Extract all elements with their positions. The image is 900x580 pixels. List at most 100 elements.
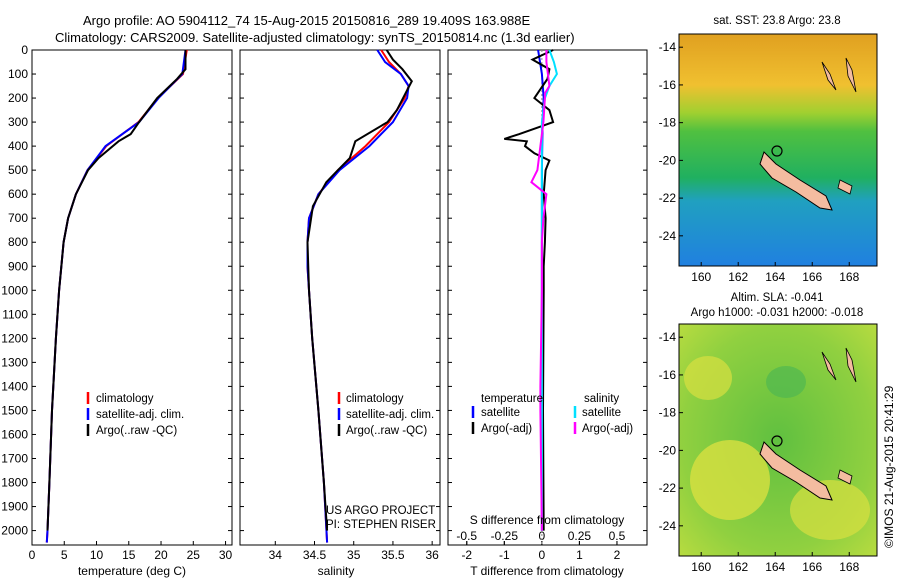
- map-lon-tick-label: 164: [765, 560, 785, 574]
- map-lat-tick-label: -24: [659, 519, 677, 533]
- x-tick-label: 34: [269, 548, 283, 562]
- map-lat-tick-label: -22: [659, 481, 677, 495]
- x-tick-label-salinity: -0.25: [491, 529, 519, 543]
- x-tick-label: 5: [61, 548, 68, 562]
- map-lon-tick-label: 162: [728, 560, 748, 574]
- map-lat-tick-label: -20: [659, 443, 677, 457]
- depth-tick-label: 700: [8, 211, 28, 225]
- x-tick-label: 35.5: [381, 548, 405, 562]
- small-islands: [821, 57, 857, 195]
- x-tick-label: 10: [90, 548, 104, 562]
- sla-anomaly-blob: [684, 356, 732, 400]
- x-tick-label: 2: [614, 548, 621, 562]
- legend-salinity-header: salinity: [584, 393, 619, 405]
- legend-climatology-label: climatology: [346, 393, 404, 405]
- sla-map-subtitle: Argo h1000: -0.031 h2000: -0.018: [691, 307, 864, 319]
- depth-tick-label: 1500: [1, 403, 28, 417]
- sla-anomaly-blob: [766, 366, 806, 398]
- sla-map-title: Altim. SLA: -0.041: [731, 292, 824, 304]
- new-caledonia-island: [759, 441, 833, 501]
- depth-tick-label: 400: [8, 139, 28, 153]
- x-tick-label: 15: [122, 548, 136, 562]
- depth-tick-label: 900: [8, 259, 28, 273]
- s-difference-axis-label: S difference from climatology: [470, 513, 625, 527]
- pi-credit: PI: STEPHEN RISER: [326, 519, 436, 531]
- figure-title-line1: Argo profile: AO 5904112_74 15-Aug-2015 …: [83, 13, 531, 28]
- depth-tick-label: 100: [8, 67, 28, 81]
- profile-lines: [45, 49, 558, 545]
- figure-title-line2: Climatology: CARS2009. Satellite-adjuste…: [55, 30, 575, 45]
- x-tick-label: 0: [29, 548, 36, 562]
- depth-tick-label: 500: [8, 163, 28, 177]
- x-tick-label: -2: [461, 548, 472, 562]
- x-tick-label: 30: [219, 548, 233, 562]
- series-line-argo-raw-qc: [306, 49, 413, 531]
- map-lon-tick-label: 166: [802, 560, 822, 574]
- map-lon-tick-label: 160: [691, 270, 711, 284]
- map-lon-tick-label: 160: [691, 560, 711, 574]
- depth-tick-label: 1300: [1, 355, 28, 369]
- map-lon-tick-label: 168: [839, 270, 859, 284]
- depth-tick-label: 1700: [1, 451, 28, 465]
- series-line-argo-adj-salinity: [530, 50, 551, 531]
- map-lat-tick-label: -22: [659, 191, 677, 205]
- map-lon-tick-label: 166: [802, 270, 822, 284]
- map-lat-tick-label: -16: [659, 368, 677, 382]
- map-lon-tick-label: 168: [839, 560, 859, 574]
- x-tick-label: 0: [539, 548, 546, 562]
- legend-temperature-header: temperature: [481, 393, 543, 405]
- depth-tick-label: 600: [8, 187, 28, 201]
- legend-s-argo-label: Argo(-adj): [582, 423, 633, 435]
- salinity-axis-label: salinity: [318, 564, 355, 578]
- argo-location-marker: [771, 145, 783, 157]
- series-line-satellite-adj-clim: [45, 49, 187, 543]
- argo-location-marker: [771, 435, 783, 447]
- x-tick-label: 36: [425, 548, 439, 562]
- salinity-legend: climatology satellite-adj. clim. Argo(..…: [337, 392, 434, 437]
- x-tick-label: 34.5: [303, 548, 327, 562]
- legend-s-satellite-label: satellite: [582, 407, 621, 419]
- legend-t-satellite-label: satellite: [481, 407, 520, 419]
- temperature-legend: climatology satellite-adj. clim. Argo(..…: [86, 392, 184, 437]
- depth-tick-label: 1400: [1, 379, 28, 393]
- map-lat-tick-label: -18: [659, 406, 677, 420]
- map-lat-tick-label: -20: [659, 153, 677, 167]
- series-line-argo-adj-temperature: [503, 49, 555, 531]
- map-axis-ticks: -14 -16 -18 -20 -22 -24 160 162 164 166 168 -14 -16 -…: [659, 40, 860, 574]
- x-tick-label: 25: [187, 548, 201, 562]
- map-lon-tick-label: 162: [728, 270, 748, 284]
- legend-climatology-label: climatology: [96, 393, 154, 405]
- legend-satellite-label: satellite-adj. clim.: [96, 409, 184, 421]
- depth-tick-label: 1200: [1, 331, 28, 345]
- salinity-panel-frame: [239, 49, 441, 546]
- depth-tick-label: 300: [8, 115, 28, 129]
- x-tick-label-salinity: 0.25: [568, 529, 592, 543]
- project-credit: US ARGO PROJECT: [326, 505, 435, 517]
- sla-map: [678, 323, 878, 557]
- sla-anomaly-blob: [690, 440, 770, 520]
- depth-tick-label: 1600: [1, 427, 28, 441]
- map-lat-tick-label: -16: [659, 78, 677, 92]
- legend-t-argo-label: Argo(-adj): [481, 423, 532, 435]
- sla-anomaly-blob: [790, 480, 870, 540]
- temperature-panel-frame: [31, 49, 233, 546]
- imos-timestamp: ©IMOS 21-Aug-2015 20:41:29: [882, 385, 896, 548]
- depth-tick-label: 1100: [2, 307, 28, 321]
- depth-tick-label: 0: [21, 43, 28, 57]
- difference-legend: temperature salinity satellite Argo(-adj…: [471, 393, 633, 435]
- depth-tick-label: 1000: [1, 283, 28, 297]
- depth-tick-label: 1900: [1, 500, 28, 514]
- difference-panel-frame: [447, 49, 648, 546]
- map-lat-tick-label: -14: [659, 40, 677, 54]
- t-difference-axis-label: T difference from climatology: [470, 564, 624, 578]
- map-lon-tick-label: 164: [765, 270, 785, 284]
- map-lat-tick-label: -24: [659, 229, 677, 243]
- temperature-axis-label: temperature (deg C): [78, 564, 186, 578]
- legend-argo-label: Argo(..raw -QC): [96, 425, 177, 437]
- depth-tick-label: 200: [8, 91, 28, 105]
- legend-argo-label: Argo(..raw -QC): [346, 425, 427, 437]
- series-line-argo-raw-qc: [46, 50, 187, 531]
- map-lat-tick-label: -18: [659, 116, 677, 130]
- sst-map: [678, 33, 878, 267]
- axis-ticks: 0100200300400500600700800900100011001200…: [1, 43, 647, 562]
